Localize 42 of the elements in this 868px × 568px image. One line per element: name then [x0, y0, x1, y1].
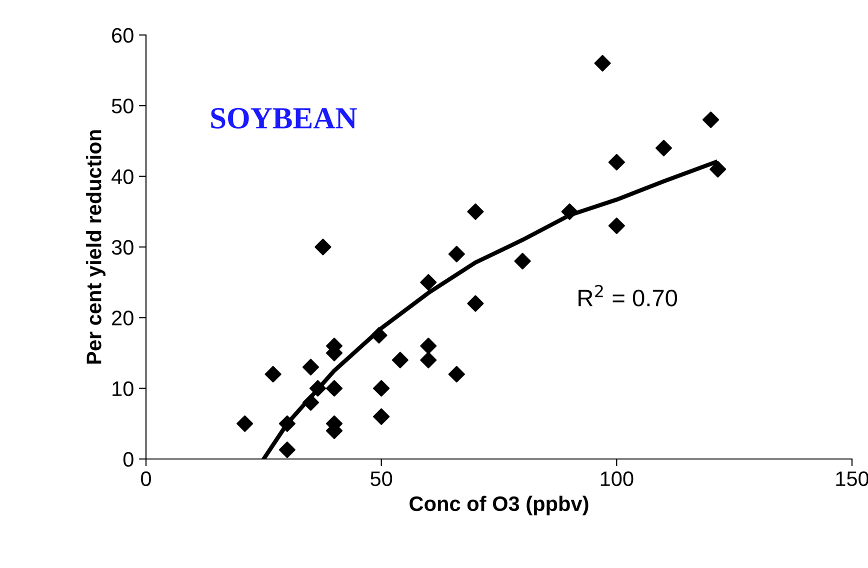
point — [420, 274, 437, 291]
point — [448, 366, 465, 382]
point — [314, 238, 332, 256]
y-tick-label: 10 — [112, 381, 134, 396]
annotation: SOYBEAN — [211, 108, 357, 129]
point — [702, 112, 720, 128]
point — [236, 415, 254, 432]
y-tick-label: 40 — [112, 169, 134, 184]
point — [420, 352, 437, 368]
point — [561, 203, 578, 220]
point — [594, 54, 611, 72]
point — [370, 327, 388, 344]
x-tick-label: 0 — [141, 471, 151, 486]
x-tick-label: 100 — [600, 471, 634, 486]
point — [608, 154, 625, 170]
point — [608, 218, 625, 234]
point — [278, 442, 296, 458]
y-tick-label: 30 — [112, 240, 134, 255]
point — [420, 338, 437, 354]
y-tick-label: 50 — [112, 98, 134, 114]
x-axis-title: Conc of O3 (ppbv) — [410, 496, 588, 516]
x-tick-label: 50 — [370, 471, 392, 486]
point — [710, 160, 726, 178]
point — [302, 358, 320, 376]
point — [302, 394, 320, 411]
y-tick-label: 60 — [112, 28, 134, 43]
point — [467, 203, 484, 220]
y-tick-label: 0 — [123, 452, 134, 467]
point — [448, 246, 465, 262]
point — [309, 380, 326, 397]
y-tick-label: 20 — [112, 310, 134, 326]
annotation: R$^{2}$ = 0.70 — [578, 284, 678, 306]
point — [373, 408, 390, 425]
point — [514, 252, 531, 270]
point — [655, 140, 672, 156]
point — [264, 366, 282, 382]
point — [326, 380, 343, 397]
point — [278, 415, 296, 432]
y-axis-title: Per cent yield reduction — [86, 130, 106, 364]
point — [373, 380, 390, 397]
point — [392, 352, 408, 368]
point — [467, 295, 484, 312]
